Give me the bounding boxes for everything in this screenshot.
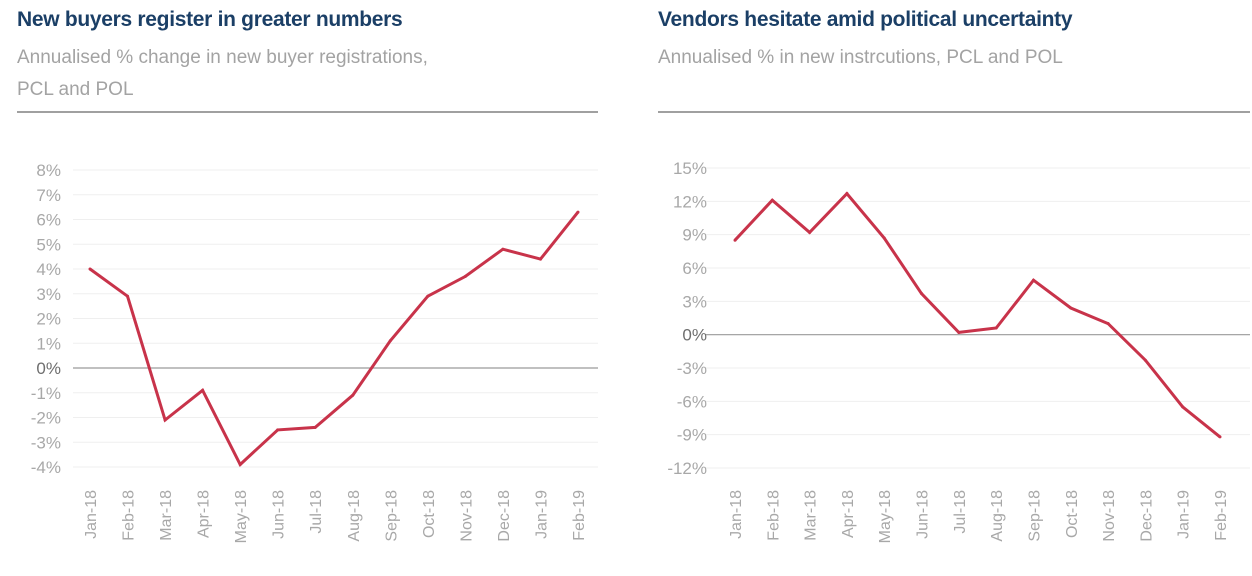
x-tick-label: Sep-18 xyxy=(1026,490,1043,542)
y-tick-label: 0% xyxy=(36,359,61,378)
data-point xyxy=(1106,322,1110,326)
data-point xyxy=(770,198,774,202)
x-tick-label: Feb-18 xyxy=(765,490,782,541)
data-point xyxy=(1218,435,1222,439)
data-point xyxy=(576,210,580,214)
data-point xyxy=(1181,405,1185,409)
x-tick-label: Jul-18 xyxy=(952,490,969,534)
x-tick-label: Aug-18 xyxy=(989,490,1006,542)
x-tick-label: Dec-18 xyxy=(1138,490,1155,542)
data-point xyxy=(126,294,130,298)
y-tick-label: -2% xyxy=(31,409,61,428)
data-point xyxy=(882,236,886,240)
y-tick-label: 6% xyxy=(36,211,61,230)
data-point xyxy=(1143,358,1147,362)
x-tick-label: Apr-18 xyxy=(840,490,857,538)
x-tick-label: Aug-18 xyxy=(346,490,363,542)
data-point xyxy=(1069,306,1073,310)
data-point xyxy=(163,418,167,422)
y-tick-label: 8% xyxy=(36,161,61,180)
chart-title: Vendors hesitate amid political uncertai… xyxy=(658,8,1073,31)
x-tick-label: Nov-18 xyxy=(458,490,475,542)
chart-subtitle: Annualised % in new instrcutions, PCL an… xyxy=(658,42,1063,74)
x-tick-label: Jun-18 xyxy=(271,490,288,539)
x-tick-label: Oct-18 xyxy=(421,490,438,538)
data-point xyxy=(957,330,961,334)
data-point xyxy=(351,393,355,397)
y-tick-label: -1% xyxy=(31,384,61,403)
data-point xyxy=(276,428,280,432)
chart-subtitle-line: Annualised % in new instrcutions, PCL an… xyxy=(658,47,1063,68)
data-point xyxy=(463,274,467,278)
x-tick-label: Dec-18 xyxy=(496,490,513,542)
y-tick-label: -9% xyxy=(677,426,707,445)
x-tick-label: Sep-18 xyxy=(383,490,400,542)
x-tick-label: Jan-19 xyxy=(533,490,550,539)
data-point xyxy=(88,267,92,271)
y-tick-label: 3% xyxy=(682,292,707,311)
x-tick-label: Jan-18 xyxy=(728,490,745,539)
data-point xyxy=(808,230,812,234)
y-tick-label: 12% xyxy=(673,192,707,211)
x-tick-label: Feb-19 xyxy=(571,490,588,541)
y-tick-label: -4% xyxy=(31,458,61,477)
data-point xyxy=(994,326,998,330)
y-tick-label: -3% xyxy=(31,433,61,452)
y-tick-label: -3% xyxy=(677,359,707,378)
chart-subtitle-line: PCL and POL xyxy=(17,79,134,100)
data-point xyxy=(538,257,542,261)
data-point xyxy=(733,238,737,242)
x-tick-label: Apr-18 xyxy=(196,490,213,538)
y-tick-label: 6% xyxy=(682,259,707,278)
data-point xyxy=(313,425,317,429)
chart-subtitle-line: Annualised % change in new buyer registr… xyxy=(17,47,428,68)
data-point xyxy=(845,192,849,196)
divider xyxy=(17,111,598,113)
chart-subtitle: Annualised % change in new buyer registr… xyxy=(17,42,428,106)
y-tick-label: 0% xyxy=(682,326,707,345)
y-tick-label: 5% xyxy=(36,235,61,254)
x-tick-label: Nov-18 xyxy=(1101,490,1118,542)
x-tick-label: May-18 xyxy=(877,490,894,543)
x-tick-label: Mar-18 xyxy=(803,490,820,541)
series-line xyxy=(733,191,1221,439)
data-point xyxy=(426,294,430,298)
y-tick-label: 4% xyxy=(36,260,61,279)
data-point xyxy=(201,388,205,392)
x-tick-label: Mar-18 xyxy=(158,490,175,541)
x-tick-label: Jan-18 xyxy=(83,490,100,539)
x-tick-label: Jan-19 xyxy=(1176,490,1193,539)
x-tick-label: Jun-18 xyxy=(915,490,932,539)
x-tick-label: May-18 xyxy=(233,490,250,543)
y-tick-label: 1% xyxy=(36,334,61,353)
data-point xyxy=(1031,278,1035,282)
y-tick-label: 9% xyxy=(682,226,707,245)
x-tick-label: Oct-18 xyxy=(1064,490,1081,538)
x-tick-label: Feb-18 xyxy=(121,490,138,541)
data-point xyxy=(238,463,242,467)
x-tick-label: Feb-19 xyxy=(1213,490,1230,541)
y-tick-label: 2% xyxy=(36,310,61,329)
x-tick-label: Jul-18 xyxy=(308,490,325,534)
y-tick-label: -6% xyxy=(677,392,707,411)
divider xyxy=(658,111,1250,113)
y-tick-label: 15% xyxy=(673,159,707,178)
series-line xyxy=(89,211,580,467)
y-tick-label: 3% xyxy=(36,285,61,304)
data-point xyxy=(501,247,505,251)
y-tick-label: 7% xyxy=(36,186,61,205)
y-tick-label: -12% xyxy=(667,459,707,478)
chart-title: New buyers register in greater numbers xyxy=(17,8,403,31)
data-point xyxy=(920,292,924,296)
data-point xyxy=(388,339,392,343)
